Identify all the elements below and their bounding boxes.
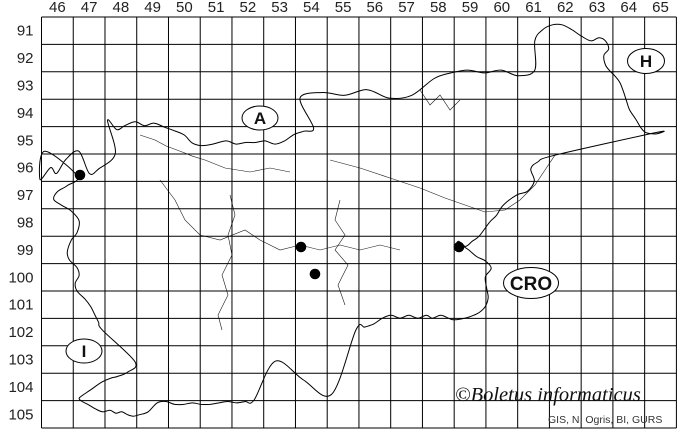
svg-text:102: 102 bbox=[8, 324, 33, 341]
svg-text:103: 103 bbox=[8, 352, 33, 369]
svg-text:59: 59 bbox=[462, 0, 479, 16]
svg-text:H: H bbox=[640, 52, 652, 71]
svg-text:54: 54 bbox=[303, 0, 320, 16]
svg-text:60: 60 bbox=[493, 0, 510, 16]
svg-text:95: 95 bbox=[17, 132, 34, 149]
svg-text:100: 100 bbox=[8, 269, 33, 286]
svg-text:CRO: CRO bbox=[510, 274, 552, 295]
svg-text:47: 47 bbox=[81, 0, 98, 16]
svg-text:51: 51 bbox=[208, 0, 225, 16]
svg-text:92: 92 bbox=[17, 50, 34, 67]
svg-text:63: 63 bbox=[589, 0, 606, 16]
svg-text:52: 52 bbox=[239, 0, 256, 16]
svg-text:48: 48 bbox=[113, 0, 130, 16]
svg-text:55: 55 bbox=[335, 0, 352, 16]
svg-text:62: 62 bbox=[557, 0, 574, 16]
svg-text:58: 58 bbox=[430, 0, 447, 16]
svg-text:61: 61 bbox=[525, 0, 542, 16]
svg-text:57: 57 bbox=[398, 0, 415, 16]
svg-text:64: 64 bbox=[620, 0, 637, 16]
svg-text:I: I bbox=[82, 342, 87, 361]
svg-text:46: 46 bbox=[49, 0, 66, 16]
svg-text:50: 50 bbox=[176, 0, 193, 16]
svg-text:93: 93 bbox=[17, 78, 34, 95]
svg-text:©Boletus informaticus: ©Boletus informaticus bbox=[455, 384, 641, 406]
svg-text:104: 104 bbox=[8, 379, 33, 396]
svg-text:GIS, N. Ogris, BI, GURS: GIS, N. Ogris, BI, GURS bbox=[548, 414, 662, 426]
svg-text:99: 99 bbox=[17, 242, 34, 259]
svg-text:A: A bbox=[254, 109, 266, 128]
svg-text:94: 94 bbox=[17, 105, 34, 122]
svg-text:56: 56 bbox=[366, 0, 383, 16]
svg-text:98: 98 bbox=[17, 215, 34, 232]
svg-text:101: 101 bbox=[8, 297, 33, 314]
svg-text:91: 91 bbox=[17, 23, 34, 40]
svg-text:97: 97 bbox=[17, 187, 34, 204]
svg-text:65: 65 bbox=[652, 0, 669, 16]
svg-text:96: 96 bbox=[17, 160, 34, 177]
svg-text:105: 105 bbox=[8, 406, 33, 423]
svg-text:53: 53 bbox=[271, 0, 288, 16]
svg-text:49: 49 bbox=[144, 0, 161, 16]
